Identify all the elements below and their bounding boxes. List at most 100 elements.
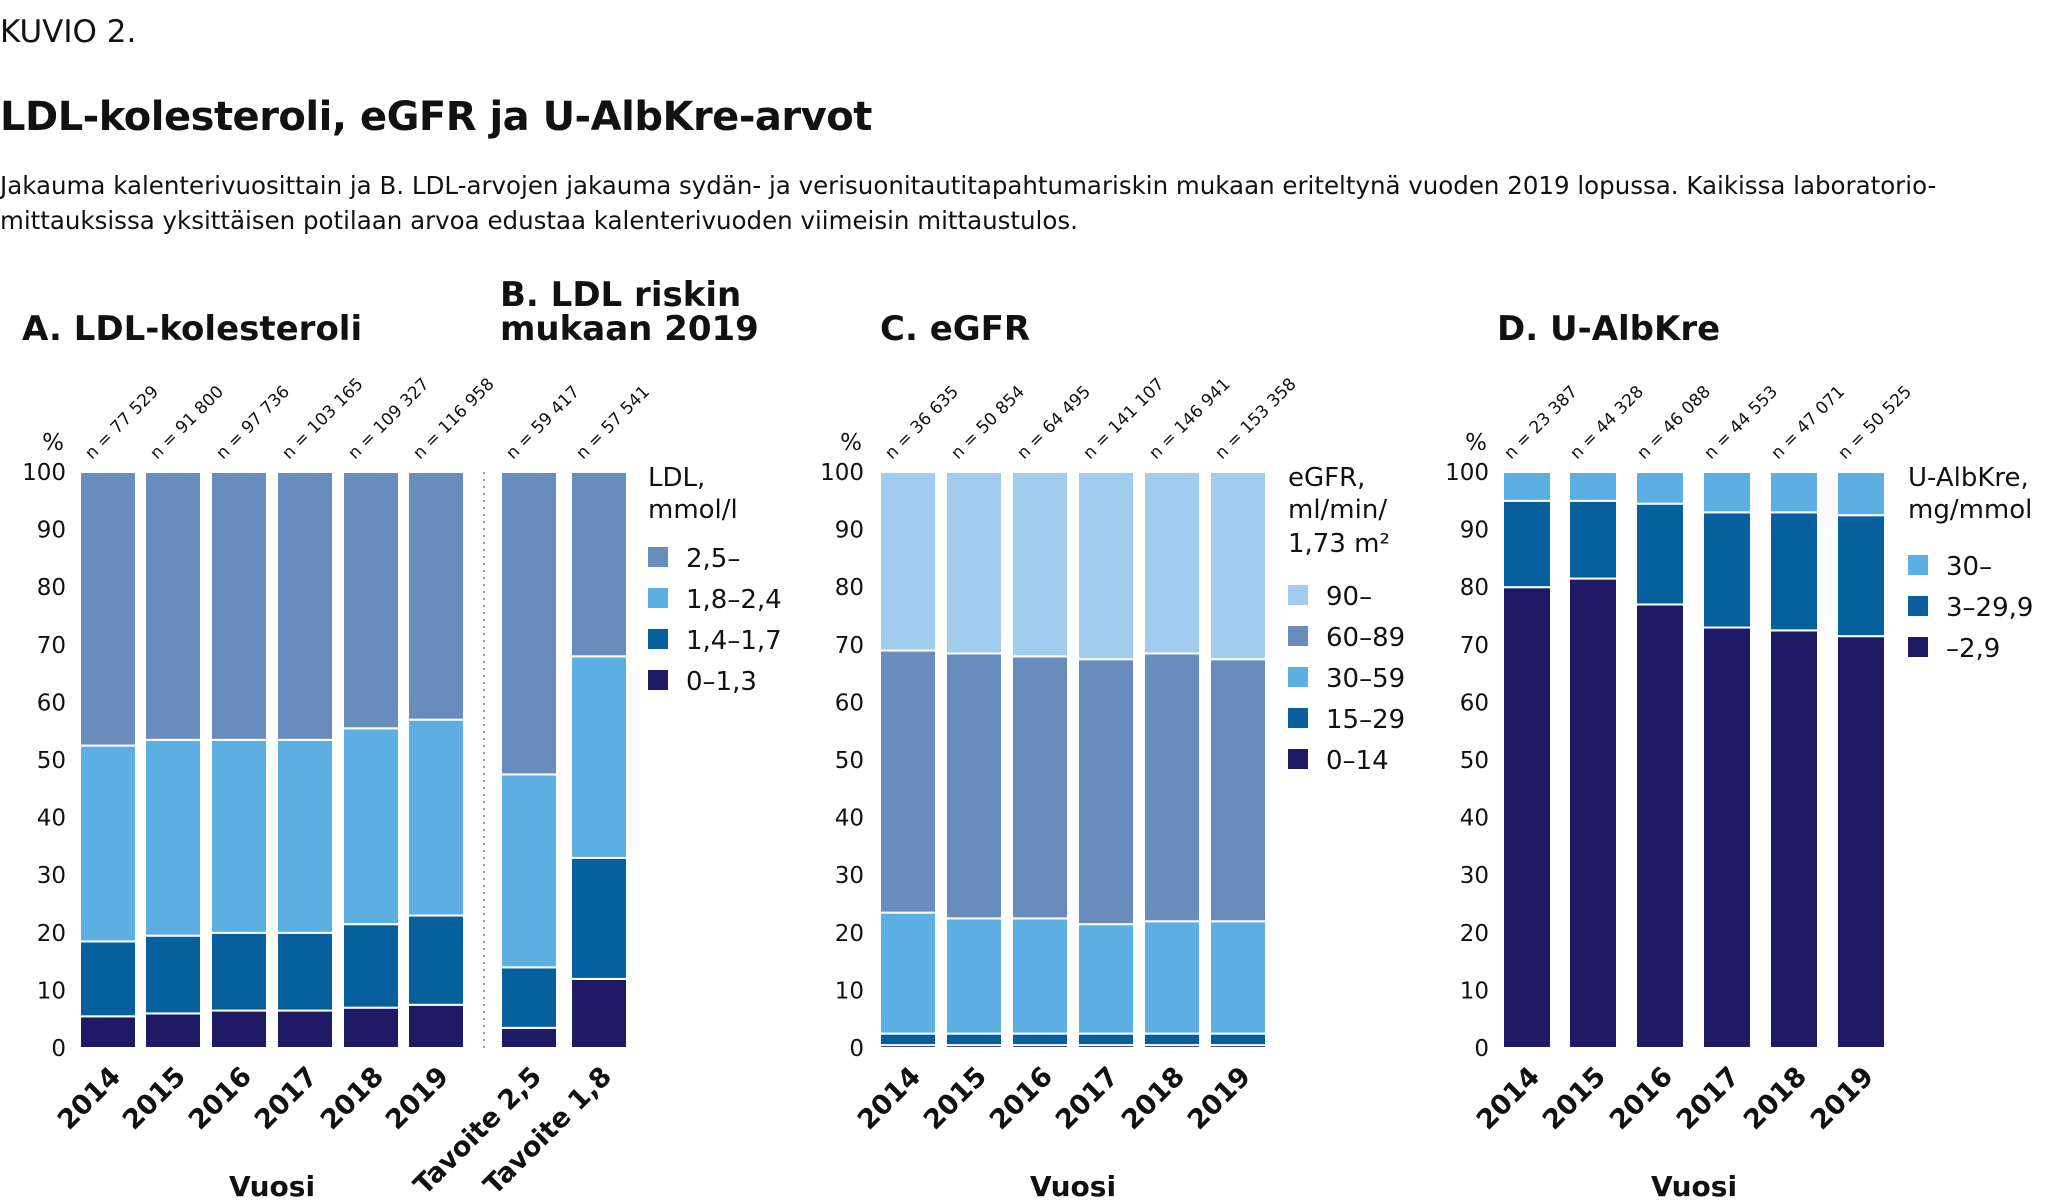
panel-d-y-tick: 60 <box>1460 690 1489 716</box>
panel-c-category-label: 2019 <box>1182 1061 1257 1136</box>
panel-c-x-axis-title: Vuosi <box>1030 1170 1116 1200</box>
panel-d-category-label: 2014 <box>1471 1061 1546 1136</box>
panel-a-legend-label: 0–1,3 <box>686 667 757 697</box>
panel-d-title: D. U-AlbKre <box>1497 309 1720 349</box>
panel-c-legend-label: 90– <box>1326 582 1372 612</box>
panel-a-legend-swatch <box>648 547 668 567</box>
panel-c-bar-segment <box>945 652 1003 920</box>
panel-d-legend-swatch <box>1908 637 1928 657</box>
panel-c-category-label: 2015 <box>918 1061 993 1136</box>
panel-a-legend-swatch <box>648 629 668 649</box>
panel-b-n-label: n = 57 541 <box>572 382 654 464</box>
figure-description: Jakauma kalenterivuosittain ja B. LDL-ar… <box>0 171 1937 235</box>
panel-a-bar-segment <box>79 940 137 1018</box>
panel-c-bar-segment <box>1209 658 1267 923</box>
panel-b-bar-segment <box>570 655 628 859</box>
panel-a-bar-segment <box>407 718 465 917</box>
panel-d-y-tick: 80 <box>1460 575 1489 601</box>
panel-c-bar-segment <box>879 1032 937 1047</box>
panel-d-bar-segment <box>1635 471 1685 505</box>
panel-a-y-tick: 30 <box>37 863 66 889</box>
panel-a-bar-segment <box>407 914 465 1006</box>
panel-b-bar-segment <box>500 471 558 776</box>
panel-c-y-tick: 10 <box>835 978 864 1004</box>
panel-a-category-label: 2018 <box>315 1061 390 1136</box>
panel-a-category-label: 2015 <box>117 1061 192 1136</box>
panel-c-bar-segment <box>1011 655 1069 920</box>
panel-a-bar-segment <box>79 471 137 747</box>
panel-c-legend-title: ml/min/ <box>1288 495 1387 525</box>
panel-a-category-label: 2017 <box>249 1061 324 1136</box>
panel-d-bar-segment <box>1836 635 1886 1049</box>
panel-a-y-tick: 40 <box>37 806 66 832</box>
panel-a-legend-title: LDL, <box>648 463 705 493</box>
panel-a-bar-segment <box>79 1015 137 1050</box>
panel-d-bar-segment <box>1702 511 1752 629</box>
panel-a-y-tick: 90 <box>37 518 66 544</box>
panel-a-y-tick: 0 <box>51 1036 66 1062</box>
panel-d-bar-segment <box>1502 471 1552 502</box>
panel-c-y-unit: % <box>840 430 862 456</box>
panel-b-bar-segment <box>500 1026 558 1049</box>
panel-a-y-tick: 60 <box>37 690 66 716</box>
panel-a-y-tick: 100 <box>22 460 66 486</box>
panel-d-legend-swatch <box>1908 596 1928 616</box>
panel-c-bar-segment <box>1011 1032 1069 1047</box>
panel-c-bar-segment <box>1077 658 1135 926</box>
panel-d-bar-segment <box>1568 471 1618 502</box>
panel-d-legend-title: mg/mmol <box>1908 495 2032 525</box>
panel-a-bar-segment <box>342 471 400 730</box>
panel-a-category-label: 2016 <box>183 1061 258 1136</box>
panel-c-y-tick: 70 <box>835 633 864 659</box>
panel-c-legend-label: 60–89 <box>1326 623 1405 653</box>
panel-c-category-label: 2014 <box>852 1061 927 1136</box>
panel-a-bar-segment <box>79 744 137 943</box>
panel-c-bar-segment <box>1011 917 1069 1035</box>
panel-a-category-label: 2019 <box>380 1061 455 1136</box>
figure-title: LDL-kolesteroli, eGFR ja U-AlbKre-arvot <box>0 94 872 140</box>
panel-b-bar-segment <box>570 471 628 658</box>
panel-c-y-tick: 90 <box>835 518 864 544</box>
panel-a-x-axis-title: Vuosi <box>229 1170 315 1200</box>
panel-c-bar-segment <box>1209 1032 1267 1047</box>
panel-c-category-label: 2018 <box>1116 1061 1191 1136</box>
panel-c-bar-segment <box>879 471 937 652</box>
panel-c-bar-segment <box>879 911 937 1035</box>
panel-d-bar-segment <box>1769 629 1819 1050</box>
panel-c-y-tick: 80 <box>835 575 864 601</box>
panel-c-title: C. eGFR <box>880 309 1030 349</box>
panel-a-y-tick: 10 <box>37 978 66 1004</box>
panel-c-bar-segment <box>945 1032 1003 1047</box>
panel-c-bar-segment <box>879 649 937 914</box>
panel-c-legend-swatch <box>1288 749 1308 769</box>
panel-c-y-tick: 100 <box>820 460 864 486</box>
panel-c-y-tick: 60 <box>835 690 864 716</box>
panel-c-bar-segment <box>1143 652 1201 923</box>
panel-c-legend-swatch <box>1288 626 1308 646</box>
panel-c-y-tick: 0 <box>849 1036 864 1062</box>
panel-d-bar-segment <box>1769 471 1819 514</box>
panel-a-bar-segment <box>342 1006 400 1049</box>
panel-d-category-label: 2016 <box>1604 1061 1679 1136</box>
panel-d-category-label: 2019 <box>1805 1061 1880 1136</box>
panel-d-y-tick: 70 <box>1460 633 1489 659</box>
panel-d-legend-title: U-AlbKre, <box>1908 463 2029 493</box>
panel-d-legend-label: 3–29,9 <box>1946 593 2033 623</box>
panel-d-y-tick: 50 <box>1460 748 1489 774</box>
panel-a-bar-segment <box>342 923 400 1009</box>
figure-number: KUVIO 2. <box>0 14 137 50</box>
panel-a-y-tick: 50 <box>37 748 66 774</box>
panel-d-y-tick: 0 <box>1474 1036 1489 1062</box>
panel-c-legend-title: 1,73 m² <box>1288 529 1390 559</box>
panel-d-bar-segment <box>1635 502 1685 606</box>
panel-a-legend-label: 2,5– <box>686 544 740 574</box>
panel-b-n-label: n = 59 417 <box>502 382 584 464</box>
panel-a-title: A. LDL-kolesteroli <box>22 309 362 349</box>
panel-b-title: B. LDL riskin <box>500 275 741 315</box>
panel-d-y-tick: 90 <box>1460 518 1489 544</box>
panel-d-legend-label: –2,9 <box>1946 634 2000 664</box>
panel-a-y-unit: % <box>42 430 64 456</box>
panel-a-legend-label: 1,8–2,4 <box>686 585 782 615</box>
panel-d-y-tick: 10 <box>1460 978 1489 1004</box>
